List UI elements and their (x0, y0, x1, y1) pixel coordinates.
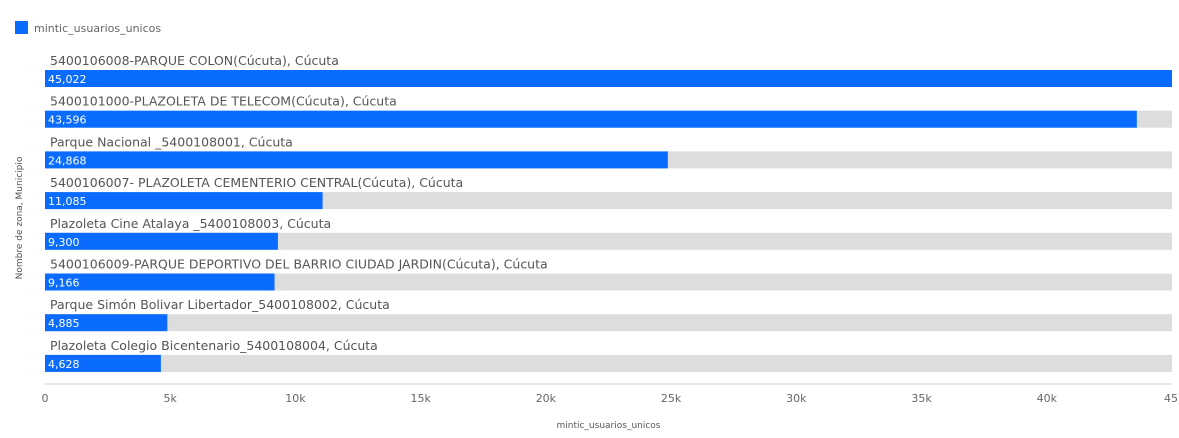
x-axis-ticks: 0 5k 10k 15k 20k 25k 30k 35k 40k 45k (42, 392, 1179, 405)
value-label: 9,166 (48, 277, 80, 290)
category-label: 5400106008-PARQUE COLON(Cúcuta), Cúcuta (50, 53, 339, 68)
value-label: 4,885 (48, 317, 80, 330)
bar[interactable] (45, 314, 168, 332)
x-tick-label: 0 (42, 392, 49, 405)
value-label: 45,022 (48, 73, 87, 86)
bar-track (45, 314, 1172, 332)
bar-track (45, 354, 1172, 372)
legend-swatch (15, 21, 28, 34)
bar-row[interactable]: Plazoleta Colegio Bicentenario_540010800… (45, 338, 1172, 372)
bar-row[interactable]: 5400106008-PARQUE COLON(Cúcuta), Cúcuta 4… (45, 53, 1172, 87)
x-tick-label: 25k (661, 392, 682, 405)
bars: 5400106008-PARQUE COLON(Cúcuta), Cúcuta 4… (45, 53, 1172, 372)
category-label: Plazoleta Colegio Bicentenario_540010800… (50, 338, 378, 353)
category-label: Plazoleta Cine Atalaya _5400108003, Cúcu… (50, 216, 331, 231)
value-label: 43,596 (48, 114, 87, 127)
bar-row[interactable]: 5400106009-PARQUE DEPORTIVO DEL BARRIO C… (45, 257, 1172, 291)
x-tick-label: 40k (1037, 392, 1058, 405)
x-tick-label: 30k (786, 392, 807, 405)
category-label: 5400106007- PLAZOLETA CEMENTERIO CENTRAL… (50, 175, 463, 190)
bar-row[interactable]: Parque Simón Bolivar Libertador_54001080… (45, 297, 1172, 332)
bar-row[interactable]: 5400101000-PLAZOLETA DE TELECOM(Cúcuta),… (45, 94, 1172, 128)
x-tick-label: 15k (410, 392, 431, 405)
legend-label: mintic_usuarios_unicos (34, 22, 161, 35)
y-axis-title: Nombre de zona, Municipio (15, 156, 25, 279)
bar-track (45, 232, 1172, 250)
bar-track (45, 273, 1172, 291)
category-label: 5400101000-PLAZOLETA DE TELECOM(Cúcuta),… (50, 94, 397, 109)
x-tick-label: 5k (164, 392, 178, 405)
bar[interactable] (45, 151, 668, 169)
value-label: 24,868 (48, 154, 87, 167)
bar-row[interactable]: Parque Nacional _5400108001, Cúcuta 24,86… (45, 134, 1172, 169)
value-label: 4,628 (48, 358, 80, 371)
category-label: 5400106009-PARQUE DEPORTIVO DEL BARRIO C… (50, 257, 548, 272)
category-label: Parque Nacional _5400108001, Cúcuta (50, 134, 293, 149)
category-label: Parque Simón Bolivar Libertador_54001080… (50, 297, 390, 312)
bar[interactable] (45, 354, 161, 372)
x-tick-label: 20k (536, 392, 557, 405)
bar-row[interactable]: 5400106007- PLAZOLETA CEMENTERIO CENTRAL… (45, 175, 1172, 210)
bar-row[interactable]: Plazoleta Cine Atalaya _5400108003, Cúcu… (45, 216, 1172, 250)
value-label: 9,300 (48, 236, 80, 249)
x-axis-title: mintic_usuarios_unicos (556, 421, 660, 431)
bar[interactable] (45, 273, 275, 291)
bar[interactable] (45, 192, 323, 210)
value-label: 11,085 (48, 195, 87, 208)
x-tick-label: 35k (911, 392, 932, 405)
x-tick-label: 45k (1164, 392, 1179, 405)
bar[interactable] (45, 232, 278, 250)
bar-track (45, 192, 1172, 210)
x-tick-label: 10k (285, 392, 306, 405)
bar[interactable] (45, 70, 1172, 87)
bar[interactable] (45, 110, 1137, 128)
legend[interactable]: mintic_usuarios_unicos (15, 21, 161, 35)
